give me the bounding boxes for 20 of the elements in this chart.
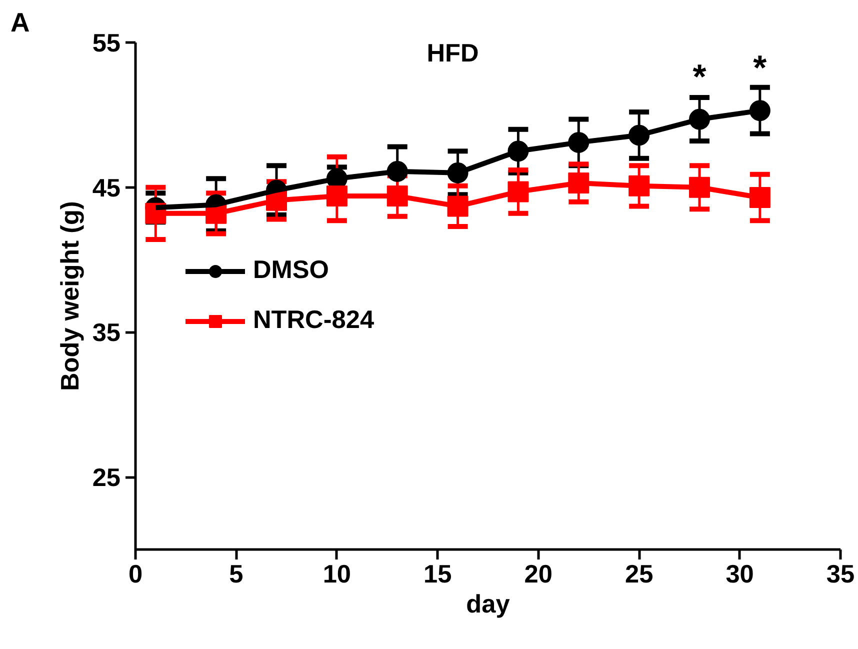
annotation: * [753, 50, 768, 88]
annotation: * [692, 58, 707, 96]
x-tick-label: 20 [524, 560, 552, 588]
x-tick-label: 35 [826, 560, 855, 588]
chart-title: HFD [426, 40, 479, 68]
x-tick-label: 15 [424, 560, 452, 588]
y-axis-title: Body weight (g) [56, 201, 84, 391]
legend-label: NTRC-824 [253, 306, 374, 335]
text: A [10, 8, 30, 38]
x-tick-label: 30 [726, 560, 754, 588]
y-tick-label: 35 [92, 319, 121, 348]
x-tick-label: 0 [128, 560, 143, 588]
y-tick-label: 25 [92, 464, 121, 492]
y-tick-label: 45 [92, 174, 121, 202]
legend-label: DMSO [253, 256, 329, 285]
x-tick-label: 25 [624, 560, 654, 588]
x-axis-title: day [466, 590, 510, 618]
x-tick-label: 5 [229, 560, 244, 588]
y-tick-label: 55 [92, 30, 121, 58]
x-tick-label: 10 [322, 560, 352, 588]
